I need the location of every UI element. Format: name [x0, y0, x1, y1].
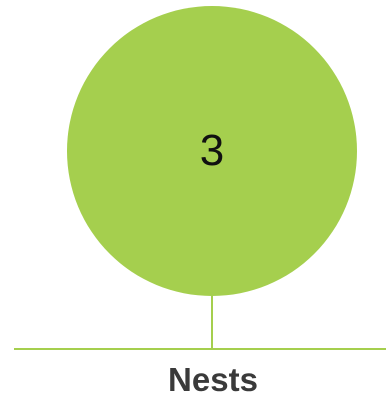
node-label: Nests — [168, 361, 258, 398]
count-value: 3 — [199, 126, 225, 175]
baseline-divider — [14, 348, 386, 350]
connector-stem — [211, 296, 213, 350]
count-circle: 3 — [67, 6, 357, 296]
